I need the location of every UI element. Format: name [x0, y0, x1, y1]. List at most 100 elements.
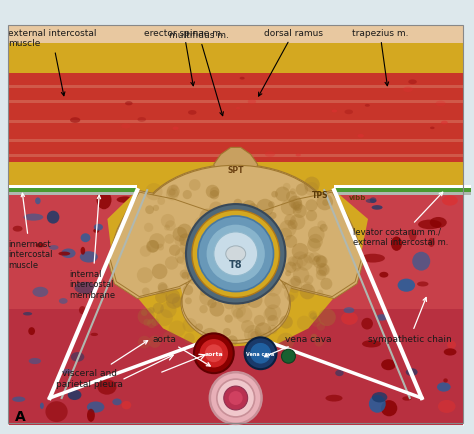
Bar: [8, 191, 464, 425]
Ellipse shape: [409, 230, 417, 241]
Circle shape: [306, 210, 317, 222]
Text: external intercostal
muscle: external intercostal muscle: [8, 29, 96, 96]
Ellipse shape: [370, 198, 376, 204]
Circle shape: [180, 270, 189, 279]
Circle shape: [229, 391, 243, 405]
Circle shape: [317, 194, 333, 211]
Circle shape: [173, 227, 187, 242]
Circle shape: [184, 263, 193, 272]
Ellipse shape: [182, 263, 290, 341]
Circle shape: [227, 335, 238, 346]
Ellipse shape: [372, 206, 383, 210]
Circle shape: [236, 273, 252, 289]
Ellipse shape: [345, 110, 353, 115]
Circle shape: [285, 271, 291, 277]
Circle shape: [149, 233, 165, 249]
Circle shape: [200, 246, 210, 256]
Circle shape: [148, 336, 161, 348]
Circle shape: [137, 308, 155, 325]
Circle shape: [183, 285, 193, 296]
Circle shape: [219, 276, 226, 282]
Circle shape: [260, 217, 275, 233]
Ellipse shape: [36, 243, 45, 248]
Ellipse shape: [428, 238, 435, 247]
Circle shape: [286, 191, 297, 202]
Circle shape: [194, 334, 234, 373]
Circle shape: [242, 299, 250, 307]
Circle shape: [235, 301, 244, 310]
Circle shape: [292, 263, 301, 272]
Ellipse shape: [369, 395, 386, 413]
Circle shape: [220, 249, 228, 257]
Polygon shape: [109, 193, 227, 297]
Circle shape: [244, 233, 250, 240]
Ellipse shape: [49, 246, 58, 250]
Circle shape: [285, 262, 296, 273]
Ellipse shape: [122, 401, 131, 409]
Circle shape: [247, 204, 258, 215]
Ellipse shape: [391, 237, 402, 251]
Circle shape: [179, 234, 192, 247]
Ellipse shape: [334, 286, 341, 297]
Circle shape: [191, 260, 204, 273]
Bar: [8, 26, 464, 44]
Ellipse shape: [112, 398, 122, 405]
Circle shape: [214, 290, 226, 302]
Ellipse shape: [430, 127, 435, 130]
Circle shape: [320, 278, 332, 290]
Ellipse shape: [408, 80, 417, 85]
Circle shape: [322, 200, 329, 207]
Circle shape: [171, 184, 178, 192]
Circle shape: [187, 257, 201, 271]
Circle shape: [297, 255, 313, 271]
Circle shape: [293, 204, 307, 218]
Circle shape: [245, 214, 262, 231]
Circle shape: [260, 213, 270, 223]
Ellipse shape: [93, 229, 99, 233]
Circle shape: [160, 302, 176, 318]
Bar: [8, 85, 464, 89]
Text: dorsal ramus: dorsal ramus: [258, 29, 323, 97]
Circle shape: [153, 205, 159, 212]
Circle shape: [255, 322, 272, 339]
Circle shape: [270, 213, 276, 220]
Circle shape: [271, 191, 278, 198]
Circle shape: [224, 300, 234, 310]
Polygon shape: [108, 175, 368, 346]
Circle shape: [310, 334, 317, 341]
Ellipse shape: [379, 272, 388, 278]
Circle shape: [152, 264, 167, 279]
Ellipse shape: [398, 279, 415, 292]
Circle shape: [186, 204, 285, 304]
Ellipse shape: [438, 400, 456, 413]
Circle shape: [220, 234, 235, 248]
Circle shape: [242, 208, 248, 214]
Circle shape: [304, 275, 313, 285]
Circle shape: [165, 221, 176, 231]
Ellipse shape: [61, 249, 75, 258]
Ellipse shape: [68, 390, 82, 400]
Ellipse shape: [335, 370, 344, 376]
Ellipse shape: [13, 226, 22, 232]
Circle shape: [307, 239, 321, 252]
Circle shape: [174, 236, 185, 246]
Ellipse shape: [366, 199, 376, 204]
Bar: [8, 186, 137, 189]
Bar: [8, 44, 464, 74]
Circle shape: [146, 240, 159, 253]
Circle shape: [151, 319, 159, 326]
Circle shape: [157, 198, 165, 205]
Ellipse shape: [296, 154, 301, 157]
Circle shape: [210, 191, 219, 200]
Circle shape: [308, 253, 321, 266]
Circle shape: [145, 206, 154, 214]
Circle shape: [250, 342, 272, 365]
Circle shape: [142, 288, 150, 296]
Text: sympathetic chain: sympathetic chain: [368, 298, 452, 343]
Circle shape: [265, 280, 282, 297]
Circle shape: [180, 239, 196, 255]
Bar: [0, 1, 472, 26]
Circle shape: [305, 183, 319, 197]
Ellipse shape: [33, 287, 48, 297]
Bar: [8, 74, 464, 163]
